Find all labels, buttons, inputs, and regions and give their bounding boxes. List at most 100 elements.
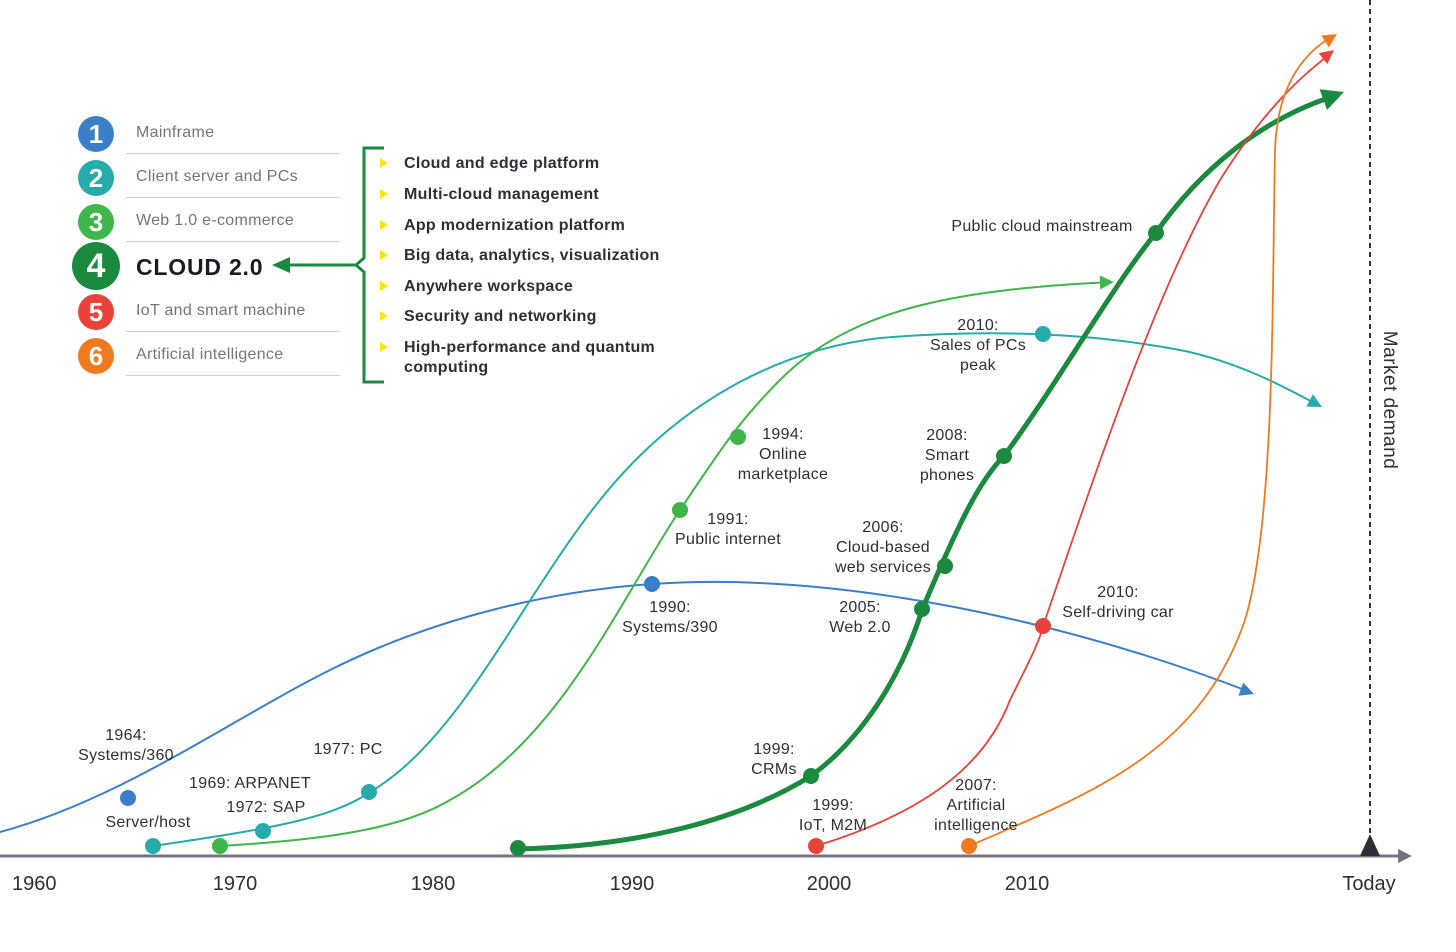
event-label-line: Cloud-based [836, 539, 930, 556]
client-server-curve [152, 332, 1319, 847]
x-tick-label: 1960 [12, 873, 57, 895]
event-dot [644, 576, 660, 592]
event-dot [730, 429, 746, 445]
event-label-line: Public internet [675, 531, 781, 548]
event-label: Server/host [105, 814, 190, 831]
x-tick-label: 1970 [213, 873, 258, 895]
event-dot [1148, 225, 1164, 241]
event-dot [145, 838, 161, 854]
event-label-line: Artificial [946, 797, 1005, 814]
iot-curve [815, 53, 1331, 847]
event-label-line: Sales of PCs [930, 337, 1026, 354]
event-dot [808, 838, 824, 854]
x-tick-label: 2010 [1005, 873, 1050, 895]
event-dot [672, 502, 688, 518]
event-label-line: marketplace [738, 466, 828, 483]
event-label-line: 2010: [957, 317, 999, 334]
event-label-line: Online [759, 446, 807, 463]
event-dot [510, 840, 526, 856]
mainframe-curve [0, 580, 1251, 833]
bullet-triangle-icon [380, 220, 388, 230]
event-label-line: web services [834, 559, 931, 576]
x-axis-arrow-icon [1398, 849, 1412, 863]
event-label-line: 2008: [926, 427, 968, 444]
legend-item-3: 3 Web 1.0 e-commerce [70, 198, 350, 242]
event-dot [961, 838, 977, 854]
event-dot [996, 448, 1012, 464]
x-tick-label: 1980 [411, 873, 456, 895]
event-dot [914, 601, 930, 617]
event-label-line: phones [920, 467, 974, 484]
bullet-triangle-icon [380, 189, 388, 199]
ai-arrowhead-icon [1321, 34, 1337, 48]
client-server-arrowhead-icon [1306, 394, 1322, 407]
ai-curve [968, 35, 1334, 847]
event-dot [1035, 618, 1051, 634]
event-label-line: 1999: [812, 797, 854, 814]
event-label: 2005: Web 2.0 [829, 599, 890, 636]
event-label-line: 1964: [105, 727, 147, 744]
legend-number-badge: 3 [78, 204, 114, 240]
feature-label: Multi-cloud management [404, 186, 600, 203]
event-label: 1991: Public internet [675, 511, 781, 548]
mainframe-arrowhead-icon [1238, 682, 1254, 696]
event-label: 1994: Online marketplace [738, 426, 828, 483]
event-label: 1999: IoT, M2M [799, 797, 867, 834]
event-label-line: intelligence [934, 817, 1018, 834]
cloud-curve [515, 93, 1337, 852]
event-dot [1035, 326, 1051, 342]
event-label: 1999: CRMs [751, 741, 797, 778]
x-tick-label: 1990 [610, 873, 655, 895]
event-label: Public cloud mainstream [951, 218, 1132, 235]
event-label-line: 1994: [762, 426, 804, 443]
event-label-line: 1972: SAP [226, 799, 305, 816]
legend-divider [126, 197, 340, 198]
legend-divider [126, 241, 340, 242]
event-label: 2008: Smart phones [920, 427, 974, 484]
event-label: 1977: PC [313, 741, 382, 758]
event-label: 2007: Artificial intelligence [934, 777, 1018, 834]
legend-number-badge: 2 [78, 160, 114, 196]
legend-label: Client server and PCs [136, 168, 298, 185]
event-dot [361, 784, 377, 800]
legend-number-badge: 6 [78, 338, 114, 374]
event-label-line: IoT, M2M [799, 817, 867, 834]
feature-label: App modernization platform [404, 217, 626, 234]
legend-number-badge: 4 [72, 242, 120, 290]
web1-curve [219, 281, 1111, 847]
legend-divider [126, 331, 340, 332]
cloud-arrowhead-icon [1319, 89, 1344, 110]
legend-label: Artificial intelligence [136, 346, 284, 363]
event-label: 2006: Cloud-based web services [834, 519, 931, 576]
event-dot [937, 558, 953, 574]
feature-label: Cloud and edge platform [404, 155, 600, 172]
event-dot [803, 768, 819, 784]
feature-label: Anywhere workspace [404, 278, 574, 295]
event-label-line: Self-driving car [1062, 604, 1174, 621]
event-label: 2010: Sales of PCs peak [930, 317, 1026, 374]
feature-label: High-performance and quantum computing [404, 339, 656, 376]
event-label: 1972: SAP [226, 799, 305, 816]
web1-arrowhead-icon [1099, 275, 1114, 290]
legend-number-badge: 5 [78, 294, 114, 330]
bullet-triangle-icon [380, 281, 388, 291]
event-label-line: 1990: [649, 599, 691, 616]
y-axis-label: Market demand [1379, 331, 1400, 470]
feature-label: Security and networking [404, 308, 597, 325]
today-marker-icon [1360, 834, 1380, 856]
event-label-line: CRMs [751, 761, 797, 778]
event-label-line: 1977: PC [313, 741, 382, 758]
event-label: 1964: Systems/360 [78, 727, 174, 764]
bullet-triangle-icon [380, 158, 388, 168]
legend-label: CLOUD 2.0 [136, 254, 264, 280]
legend-label: Mainframe [136, 124, 215, 141]
legend-item-5: 5 IoT and smart machine [70, 288, 350, 332]
connector-arrow-icon [272, 257, 290, 273]
event-label-line: 1999: [753, 741, 795, 758]
event-label: 1990: Systems/390 [622, 599, 718, 636]
event-label-line: peak [960, 357, 997, 374]
event-label-line: Systems/360 [78, 747, 174, 764]
event-label-line: 2010: [1097, 584, 1139, 601]
